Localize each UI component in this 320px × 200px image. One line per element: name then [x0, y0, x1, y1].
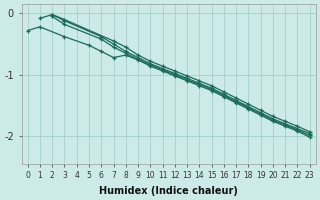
X-axis label: Humidex (Indice chaleur): Humidex (Indice chaleur) [99, 186, 238, 196]
